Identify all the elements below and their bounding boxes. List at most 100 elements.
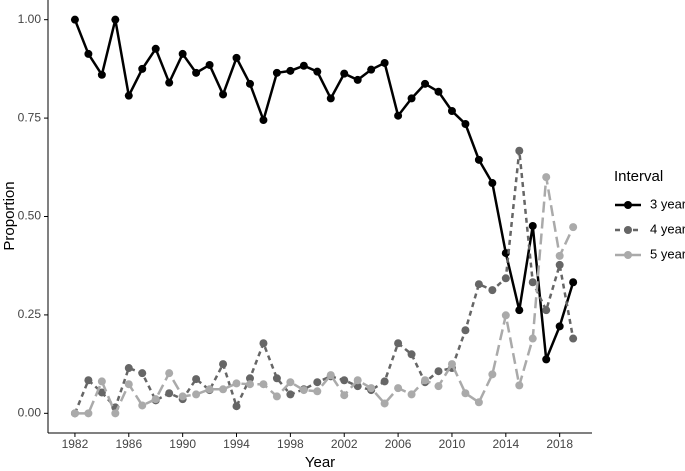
data-point (178, 49, 187, 58)
data-point (434, 382, 443, 391)
data-point (461, 119, 470, 128)
data-point (528, 278, 537, 287)
legend-point (624, 251, 632, 259)
x-tick-label: 1986 (115, 437, 142, 451)
data-point (434, 367, 443, 376)
data-point (219, 360, 228, 369)
data-point (569, 334, 578, 343)
data-point (205, 385, 214, 394)
data-point (70, 409, 79, 418)
data-point (394, 384, 403, 393)
data-point (447, 107, 456, 116)
data-point (299, 386, 308, 395)
data-point (259, 116, 268, 125)
series-line (73, 19, 575, 360)
data-point (542, 306, 551, 315)
data-point (569, 278, 578, 287)
data-point (111, 15, 120, 24)
data-point (84, 49, 93, 58)
data-point (313, 378, 322, 387)
data-point (326, 94, 335, 103)
data-point (259, 380, 268, 389)
y-tick-label: 0.00 (18, 405, 42, 419)
data-point (138, 64, 147, 73)
legend-label: 3 year (650, 196, 685, 211)
data-point (380, 58, 389, 67)
data-point (286, 390, 295, 399)
y-tick-label: 0.50 (18, 209, 42, 223)
data-point (313, 387, 322, 396)
data-point (165, 369, 174, 378)
data-point (84, 409, 93, 418)
data-point (97, 388, 106, 397)
series-line (74, 176, 575, 417)
data-point (326, 371, 335, 380)
data-point (407, 350, 416, 359)
x-tick-label: 2014 (492, 437, 519, 451)
data-point (340, 391, 349, 400)
data-point (178, 392, 187, 401)
y-tick-label: 0.25 (18, 307, 42, 321)
data-point (245, 380, 254, 389)
y-tick-label: 0.75 (18, 110, 42, 124)
data-point (421, 376, 430, 385)
data-point (151, 44, 160, 53)
data-point (528, 221, 537, 230)
data-point (286, 378, 295, 387)
y-axis-title: Proportion (1, 181, 18, 250)
data-point (272, 374, 281, 383)
legend-label: 4 year (650, 221, 685, 236)
data-point (286, 66, 295, 75)
x-tick-label: 1998 (277, 437, 304, 451)
data-point (407, 390, 416, 399)
data-point (488, 286, 497, 295)
data-point (394, 111, 403, 120)
data-point (151, 395, 160, 404)
data-point (97, 377, 106, 386)
data-point (232, 379, 241, 388)
data-point (528, 334, 537, 343)
legend-label: 5 year (650, 246, 685, 261)
data-point (447, 360, 456, 369)
data-point (124, 91, 133, 100)
x-tick-label: 1994 (223, 437, 250, 451)
data-point (555, 322, 564, 331)
legend-title: Interval (614, 168, 663, 185)
data-point (219, 90, 228, 99)
data-point (353, 75, 362, 84)
series-line (73, 150, 575, 414)
x-tick-label: 2002 (331, 437, 358, 451)
data-point (205, 60, 214, 69)
data-point (421, 79, 430, 88)
data-point (474, 280, 483, 289)
data-point (232, 53, 241, 62)
data-point (407, 94, 416, 103)
data-point (555, 260, 564, 269)
data-point (245, 374, 254, 383)
data-point (192, 375, 201, 384)
x-tick-label: 2006 (385, 437, 412, 451)
data-point (272, 68, 281, 77)
data-point (232, 402, 241, 411)
data-point (380, 399, 389, 408)
data-point (192, 390, 201, 399)
data-point (219, 385, 228, 394)
data-point (353, 376, 362, 385)
data-point (555, 251, 564, 260)
data-point (488, 179, 497, 188)
legend-point (624, 201, 632, 209)
data-point (367, 65, 376, 74)
data-point (569, 223, 578, 232)
data-point (313, 67, 322, 76)
data-point (245, 79, 254, 88)
data-point (474, 155, 483, 164)
data-point (501, 311, 510, 320)
data-point (165, 389, 174, 398)
data-point (461, 389, 470, 398)
data-point (542, 355, 551, 364)
data-point (84, 376, 93, 385)
data-point (542, 173, 551, 182)
data-point (515, 381, 524, 390)
